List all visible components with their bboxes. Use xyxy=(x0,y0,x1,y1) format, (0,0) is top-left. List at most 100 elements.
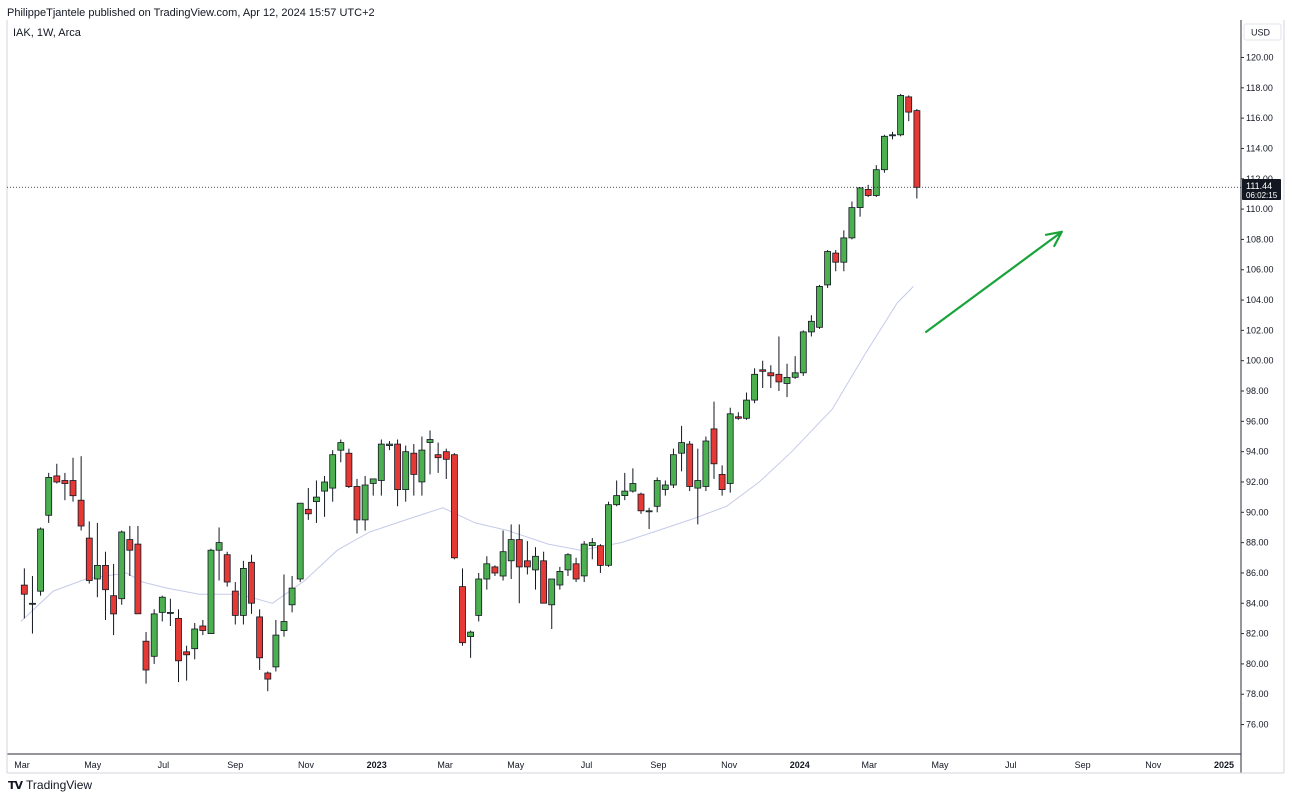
candle xyxy=(524,541,531,575)
candle-body xyxy=(191,628,199,650)
candle-body xyxy=(588,542,596,546)
y-axis-labels: 120.00 118.00 116.00 114.00 112.00 110.00 108.… xyxy=(1241,53,1274,730)
x-tick-label: 2024 xyxy=(790,760,810,770)
candle xyxy=(540,551,547,604)
candle xyxy=(507,524,515,580)
candle xyxy=(223,551,231,587)
candle-body xyxy=(377,443,385,481)
candle-body xyxy=(580,543,588,577)
candle-body xyxy=(166,612,174,614)
candle-body xyxy=(69,480,77,497)
candle-body xyxy=(386,443,393,447)
candle xyxy=(686,441,694,492)
candle-body xyxy=(402,451,410,491)
y-tick-label: 86.00 xyxy=(1246,568,1269,578)
y-tick-label: 98.00 xyxy=(1246,386,1269,396)
candle xyxy=(239,560,247,625)
x-tick-label: Nov xyxy=(298,760,315,770)
candle xyxy=(288,575,296,613)
y-tick-label: 88.00 xyxy=(1246,538,1269,548)
candle-body xyxy=(207,549,215,635)
candle-body xyxy=(840,237,848,263)
candle-body xyxy=(694,480,702,489)
candle-body xyxy=(856,187,864,208)
candle xyxy=(491,565,499,576)
candle-body xyxy=(832,252,840,263)
candle-body xyxy=(881,135,888,171)
candle xyxy=(613,480,620,507)
candle xyxy=(134,525,142,615)
candle-body xyxy=(491,566,499,574)
y-tick-label: 84.00 xyxy=(1246,598,1269,608)
candle xyxy=(735,412,742,420)
candle-body xyxy=(791,372,799,378)
candle-body xyxy=(337,442,345,451)
candle xyxy=(791,356,799,379)
candle-body xyxy=(459,586,466,644)
candle-body xyxy=(150,613,158,657)
candle xyxy=(718,465,726,496)
candle xyxy=(710,401,718,479)
candle-body xyxy=(345,452,353,488)
x-tick-label: May xyxy=(931,760,949,770)
candle-body xyxy=(20,584,28,595)
candle-body xyxy=(53,475,61,483)
candle xyxy=(29,575,36,634)
x-tick-label: Sep xyxy=(227,760,243,770)
candle-body xyxy=(304,508,312,515)
tradingview-brand-label: TradingView xyxy=(26,778,93,792)
candle-body xyxy=(361,484,369,521)
candle-body xyxy=(248,561,255,604)
candle xyxy=(312,480,320,523)
candle xyxy=(548,578,556,630)
candle xyxy=(694,448,702,525)
x-tick-label: Sep xyxy=(1075,760,1091,770)
candle xyxy=(702,436,710,492)
y-tick-label: 94.00 xyxy=(1246,447,1269,457)
candle-body xyxy=(808,320,815,333)
candle-body xyxy=(515,539,523,568)
candle-body xyxy=(369,478,377,484)
candle xyxy=(94,522,101,598)
candle xyxy=(580,541,588,583)
published-by-label: PhilippeTjantele published on TradingVie… xyxy=(7,7,375,19)
candle xyxy=(53,463,61,484)
y-tick-label: 96.00 xyxy=(1246,416,1269,426)
candle xyxy=(515,524,523,604)
candle-body xyxy=(483,563,491,580)
candle xyxy=(759,360,767,388)
candle xyxy=(450,453,458,560)
candle xyxy=(377,439,385,496)
annotation-arrow-head xyxy=(1044,230,1063,248)
candle xyxy=(816,284,823,329)
candle-body xyxy=(540,560,547,604)
candle-body xyxy=(450,454,458,559)
candle-body xyxy=(913,110,921,188)
candle xyxy=(783,363,791,398)
x-tick-label: Mar xyxy=(437,760,453,770)
tradingview-logo-icon: TV xyxy=(8,778,23,792)
candle-body xyxy=(678,442,685,454)
candle xyxy=(799,330,807,376)
footer-branding: TV TradingView xyxy=(8,778,92,792)
candle xyxy=(645,507,653,529)
candle xyxy=(264,671,272,692)
last-price-tag: 111.44 06:02:15 xyxy=(1242,179,1281,200)
candle xyxy=(442,448,450,479)
candle xyxy=(475,572,483,622)
candle xyxy=(166,598,174,626)
y-tick-label: 116.00 xyxy=(1246,113,1273,123)
candle-body xyxy=(872,169,880,196)
candle-body xyxy=(353,486,361,521)
candle-body xyxy=(85,537,93,581)
y-tick-label: 108.00 xyxy=(1246,234,1274,244)
y-tick-label: 78.00 xyxy=(1246,689,1269,699)
candle xyxy=(808,315,815,337)
x-axis-frame xyxy=(6,20,1285,774)
candle-body xyxy=(783,376,791,384)
candle-body xyxy=(394,443,402,491)
candle xyxy=(881,134,888,173)
candle xyxy=(45,472,53,523)
candle xyxy=(678,425,685,472)
